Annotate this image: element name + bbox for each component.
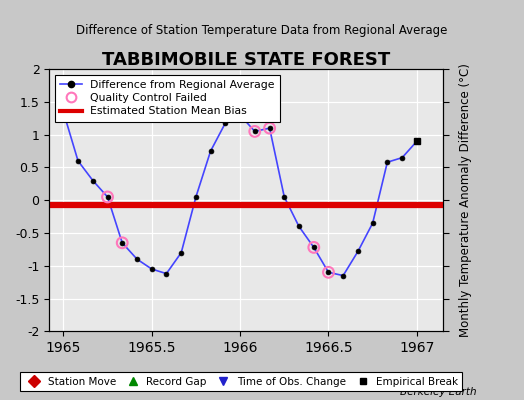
Legend: Difference from Regional Average, Quality Control Failed, Estimated Station Mean: Difference from Regional Average, Qualit… [54, 74, 280, 122]
Point [310, 244, 318, 251]
Point [324, 269, 333, 276]
Point [250, 128, 259, 135]
Text: Berkeley Earth: Berkeley Earth [400, 387, 477, 397]
Point [118, 240, 126, 246]
Text: Difference of Station Temperature Data from Regional Average: Difference of Station Temperature Data f… [77, 24, 447, 37]
Title: TABBIMOBILE STATE FOREST: TABBIMOBILE STATE FOREST [102, 51, 390, 69]
Point [103, 194, 112, 200]
Legend: Station Move, Record Gap, Time of Obs. Change, Empirical Break: Station Move, Record Gap, Time of Obs. C… [20, 372, 462, 391]
Y-axis label: Monthly Temperature Anomaly Difference (°C): Monthly Temperature Anomaly Difference (… [460, 63, 472, 337]
Point [266, 125, 274, 131]
